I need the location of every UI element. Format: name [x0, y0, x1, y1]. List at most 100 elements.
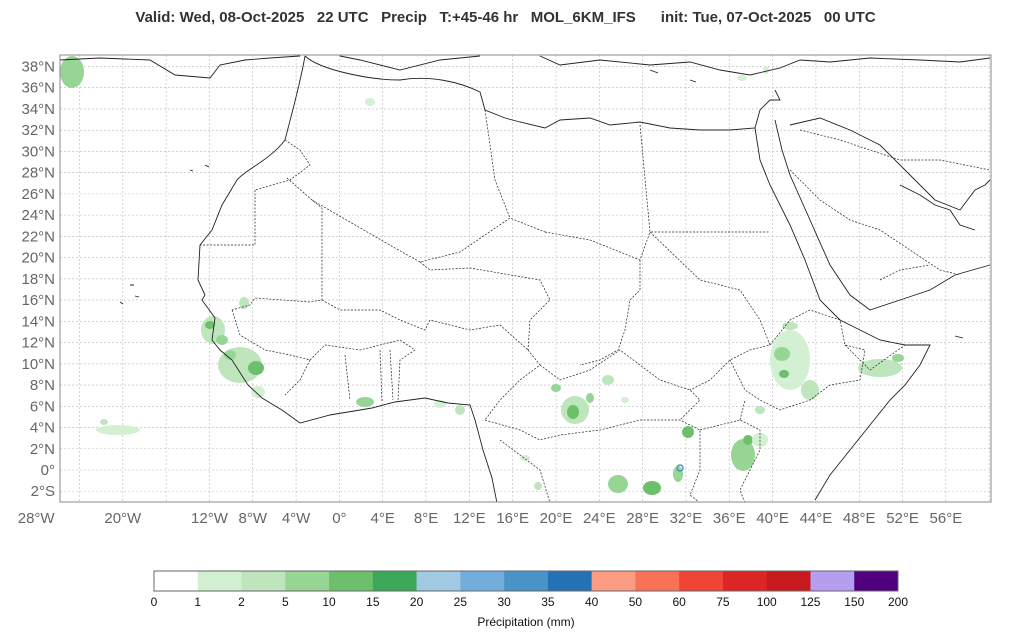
field-name: Precip: [381, 9, 427, 26]
colorbar-segment: [635, 571, 680, 591]
lon-tick-label: 20°W: [104, 510, 142, 527]
border-east-africa: [699, 399, 761, 502]
colorbar-tick-label: 2: [238, 595, 245, 609]
map-border: [59, 54, 992, 503]
border-mali-niger: [321, 299, 529, 351]
colorbar-segment: [722, 571, 768, 591]
colorbar-tick-label: 60: [672, 595, 686, 609]
lon-tick-label: 28°W: [18, 510, 56, 527]
border-algeria-east: [484, 109, 511, 219]
colorbar: 0 1 2 5 10 15 20 25 30 35 40 50 60 75 100 125 150 200Préc…: [151, 570, 908, 629]
colorbar-tick-label: 25: [454, 595, 468, 609]
lat-tick-label: 14°N: [21, 313, 55, 330]
colorbar-tick-label: 100: [757, 595, 777, 609]
border-niger-chad: [419, 261, 551, 351]
lat-tick-label: 34°N: [21, 101, 55, 118]
init-time: init: Tue, 07-Oct-2025: [660, 9, 812, 26]
model-name: MOL_6KM_IFS: [530, 9, 636, 26]
precip-patch-atlantic: [96, 419, 140, 435]
precip-marker-heavy: [676, 464, 684, 472]
lon-tick-label: 24°E: [583, 510, 616, 527]
red-sea-east: [774, 119, 991, 311]
lon-tick-label: 4°E: [371, 510, 395, 527]
border-libya-egypt: [639, 124, 770, 233]
lon-tick-label: 4°W: [282, 510, 311, 527]
iberia-coast: [60, 55, 301, 79]
lat-tick-label: 2°N: [30, 441, 55, 458]
colorbar-tick-label: 125: [800, 595, 820, 609]
precip-patch-congo: [520, 455, 683, 495]
lon-tick-label: 52°E: [886, 510, 919, 527]
border-sudan-south: [649, 231, 771, 391]
lon-tick-label: 12°W: [191, 510, 229, 527]
border-ethiopia: [729, 309, 866, 411]
arabia-coast: [789, 117, 991, 211]
border-mauritania: [231, 177, 323, 311]
border-w-sahara: [200, 190, 256, 246]
lat-tick-label: 20°N: [21, 250, 55, 267]
colorbar-segment: [285, 571, 330, 591]
lat-tick-label: 10°N: [21, 356, 55, 373]
lon-tick-label: 36°E: [713, 510, 746, 527]
lat-tick-label: 6°N: [30, 398, 55, 415]
lon-tick-label: 16°E: [496, 510, 529, 527]
lon-tick-label: 40°E: [756, 510, 789, 527]
border-ghana-togo: [344, 349, 394, 403]
lat-tick-label: 0°: [41, 462, 55, 479]
lon-tick-label: 0°: [332, 510, 346, 527]
colorbar-segment: [854, 571, 899, 591]
precip-patch-ethiopia: [770, 322, 819, 400]
border-chad-sudan: [579, 260, 641, 366]
colorbar-segment: [416, 571, 461, 591]
lat-tick-label: 2°S: [31, 483, 55, 500]
colorbar-tick-label: 150: [844, 595, 864, 609]
border-libya-south: [544, 231, 651, 261]
lon-tick-label: 20°E: [540, 510, 573, 527]
lat-tick-label: 12°N: [21, 335, 55, 352]
map-panel: [59, 54, 992, 503]
colorbar-segment: [154, 571, 199, 591]
colorbar-tick-label: 1: [194, 595, 201, 609]
colorbar-segment: [766, 571, 811, 591]
border-algeria-mali: [311, 199, 546, 263]
precip-patch-north: [60, 56, 769, 106]
init-utc: 00 UTC: [823, 9, 876, 26]
colorbar-segment: [504, 571, 549, 591]
lon-tick-label: 56°E: [930, 510, 963, 527]
border-iraq: [799, 129, 991, 171]
lat-tick-label: 22°N: [21, 228, 55, 245]
border-yemen: [879, 264, 931, 281]
colorbar-tick-label: 75: [716, 595, 730, 609]
border-burkina: [309, 339, 416, 361]
lon-tick-label: 8°E: [414, 510, 438, 527]
lon-tick-label: 48°E: [843, 510, 876, 527]
colorbar-tick-label: 35: [541, 595, 555, 609]
colorbar-segment: [329, 571, 374, 591]
latitude-labels: 38°N 36°N 34°N 32°N 30°N 28°N 26°N 24°N 22°N 20°N…: [21, 58, 55, 500]
lon-tick-label: 28°E: [626, 510, 659, 527]
border-car: [539, 349, 701, 421]
colorbar-tick-label: 10: [322, 595, 336, 609]
colorbar-tick-label: 15: [366, 595, 380, 609]
gulf-coast: [899, 184, 976, 231]
border-gabon-congo: [499, 439, 551, 502]
lat-tick-label: 16°N: [21, 292, 55, 309]
colorbar-segment: [547, 571, 592, 591]
lon-tick-label: 44°E: [800, 510, 833, 527]
lat-tick-label: 4°N: [30, 420, 55, 437]
europe-coast: [339, 55, 991, 76]
lat-tick-label: 30°N: [21, 143, 55, 160]
border-nigeria: [397, 349, 541, 421]
colorbar-tick-label: 0: [151, 595, 158, 609]
map-background: [60, 55, 991, 502]
border-guinea: [231, 309, 311, 396]
colorbar-segment: [591, 571, 636, 591]
lon-tick-label: 12°E: [453, 510, 486, 527]
lat-tick-label: 38°N: [21, 58, 55, 75]
valid-utc: 22 UTC: [316, 9, 369, 26]
colorbar-segment: [460, 571, 505, 591]
colorbar-segment: [372, 571, 417, 591]
africa-coastline: [197, 55, 498, 502]
colorbar-label: Précipitation (mm): [477, 615, 574, 629]
